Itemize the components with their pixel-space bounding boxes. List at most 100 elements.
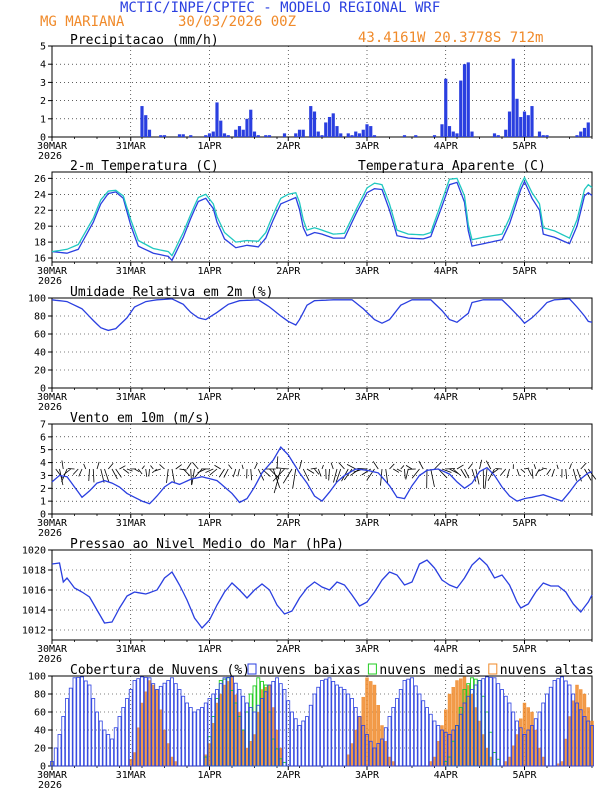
y-tick-label: 1012 <box>22 626 46 637</box>
x-tick-label: 3APR <box>355 266 380 277</box>
cloud-bar-high <box>361 696 365 767</box>
precip-bar <box>215 102 219 137</box>
precip-bar <box>301 129 305 137</box>
cloud-bar-low <box>428 713 433 767</box>
cloud-bar-low <box>241 695 246 767</box>
wind-vector <box>179 468 187 471</box>
precip-bar <box>515 98 519 137</box>
year-label: 2026 <box>38 402 62 413</box>
wind-vector <box>61 460 64 470</box>
cloud-bar-high <box>174 761 178 767</box>
wind-vector <box>171 468 175 484</box>
precip-bar <box>545 135 549 137</box>
y-tick-label: 100 <box>28 672 46 683</box>
wind-vector <box>467 463 473 470</box>
y-tick-label: 24 <box>34 190 46 201</box>
wind-vector <box>572 468 577 481</box>
precip-bar <box>147 129 152 137</box>
wind-vector <box>273 468 282 494</box>
wind-vector <box>487 468 495 481</box>
cloud-bar-low <box>455 725 459 767</box>
precip-bar <box>466 62 470 137</box>
cloud-bar-low <box>305 716 309 767</box>
wind-vector <box>254 462 258 470</box>
x-tick-label: 31MAR <box>116 141 147 152</box>
wind-vector <box>335 468 342 483</box>
year-label: 2026 <box>38 780 62 791</box>
cloud-bar-low <box>245 702 249 767</box>
cloud-bar-low <box>503 695 508 767</box>
cloud-bar-low <box>196 709 201 767</box>
y-tick-label: 3 <box>40 471 46 482</box>
wind-vector <box>72 468 79 475</box>
precip-bar <box>470 131 474 137</box>
cloud-bar-low <box>68 687 73 767</box>
precip-bar <box>309 106 313 137</box>
cloud-bar-low <box>110 738 114 767</box>
wind-vector <box>111 468 118 480</box>
y-tick-label: 0 <box>40 133 46 144</box>
wind-vector <box>115 468 122 478</box>
panel-pres: 1012 1014 1016 1018 1020 30MAR 31MAR 1APR 2APR 3A… <box>22 537 593 665</box>
x-tick-label: 1APR <box>197 518 222 529</box>
cloud-bar-low <box>372 747 377 767</box>
cloud-bar-low <box>312 693 317 767</box>
cloud-bar-low <box>507 702 512 767</box>
cloud-bar-high <box>129 759 133 767</box>
cloud-bar-high <box>136 727 140 767</box>
cloud-bar-high <box>365 677 369 767</box>
precip-bar <box>241 129 245 137</box>
wind-vector <box>520 468 526 473</box>
y-tick-label: 1014 <box>22 606 46 617</box>
cloud-bar-low <box>278 683 283 767</box>
cloud-bar-high <box>526 707 530 767</box>
cloud-bar-low <box>575 702 579 767</box>
cloud-bar-high <box>470 693 474 767</box>
cloud-bar-high <box>387 756 392 767</box>
panel-rh: 0 20 40 60 80 100 30MAR 31MAR 1APR 2APR 3APR 4APR 5A… <box>28 285 593 413</box>
cloud-bar-low <box>181 695 186 767</box>
cloud-bar-low <box>582 716 587 767</box>
wind-vector <box>61 468 68 483</box>
x-tick-label: 31MAR <box>116 770 147 781</box>
wind-vector <box>314 468 320 475</box>
cloud-bar-low <box>53 747 58 767</box>
x-tick-label: 5APR <box>512 392 537 403</box>
cloud-bar-low <box>162 682 167 767</box>
wind-vector <box>123 468 130 474</box>
cloud-bar-low <box>200 707 204 767</box>
cloud-bar-low <box>335 684 339 767</box>
precip-bar <box>331 113 335 137</box>
precip-bar <box>312 111 317 137</box>
wind-vector <box>151 468 158 474</box>
wind-vector <box>361 468 371 476</box>
series-line-blue <box>51 557 593 630</box>
wind-vector <box>107 462 114 470</box>
precip-bar <box>327 116 332 137</box>
wind-vector <box>500 468 507 476</box>
plot-frame <box>51 297 593 389</box>
x-tick-label: 30MAR <box>37 266 68 277</box>
cloud-bar-low <box>158 685 163 767</box>
cloud-bar-high <box>590 720 594 767</box>
precip-bar <box>414 135 418 137</box>
wind-vector <box>366 468 375 481</box>
cloud-bar-low <box>151 683 156 767</box>
cloud-bar-high <box>447 693 452 767</box>
series-line-blue <box>51 298 593 332</box>
cloud-bar-high <box>279 747 283 767</box>
cloud-bar-low <box>316 686 321 767</box>
cloud-bar-high <box>575 684 579 767</box>
cloud-bar-high <box>369 681 373 767</box>
x-tick-label: 5APR <box>512 266 537 277</box>
wind-vector <box>232 468 237 478</box>
wind-vector <box>524 467 530 470</box>
wind-vector <box>333 468 338 483</box>
cloud-bar-high <box>350 743 354 767</box>
precip-bar <box>140 106 144 137</box>
precip-bar <box>354 131 358 137</box>
cloud-bar-low <box>541 702 546 767</box>
y-tick-label: 0 <box>40 384 46 395</box>
cloud-bar-low <box>155 689 159 767</box>
cloud-bar-low <box>462 702 467 767</box>
